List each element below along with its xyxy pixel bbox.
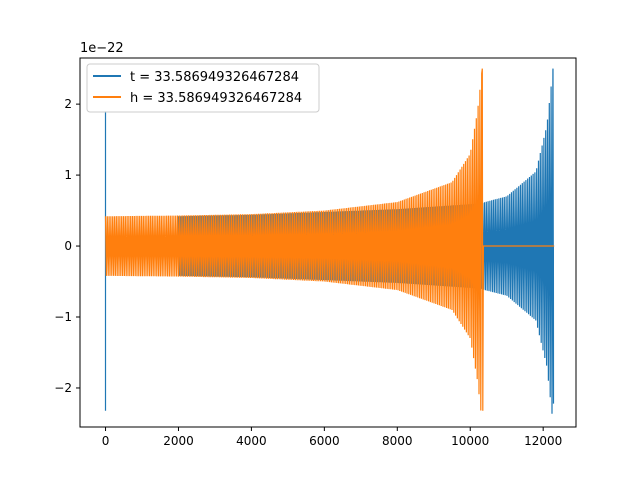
series-line-h — [104, 68, 555, 411]
legend-box — [86, 63, 320, 113]
legend-label-h: h = 33.586949326467284 — [130, 91, 302, 106]
axis-ticks: 0 2000 4000 6000 8000 10000 12000 −2 −1 0 1 2 — [54, 97, 562, 448]
plot-area — [104, 68, 555, 414]
x-tick-label: 0 — [102, 434, 110, 448]
y-tick-label: −1 — [54, 310, 72, 324]
x-tick-label: 4000 — [236, 434, 267, 448]
x-tick-label: 6000 — [309, 434, 340, 448]
y-tick-label: 1 — [64, 168, 72, 182]
y-offset-label: 1e−22 — [80, 41, 124, 56]
y-tick-label: 2 — [64, 97, 72, 111]
series-line-t — [104, 68, 555, 414]
legend: t = 33.586949326467284 h = 33.5869493264… — [86, 63, 320, 113]
y-tick-label: 0 — [64, 239, 72, 253]
axes-frame — [79, 57, 577, 428]
x-tick-label: 10000 — [451, 434, 489, 448]
legend-label-t: t = 33.586949326467284 — [130, 70, 299, 85]
x-tick-label: 12000 — [524, 434, 562, 448]
y-tick-label: −2 — [54, 381, 72, 395]
x-tick-label: 2000 — [163, 434, 194, 448]
x-tick-label: 8000 — [382, 434, 413, 448]
